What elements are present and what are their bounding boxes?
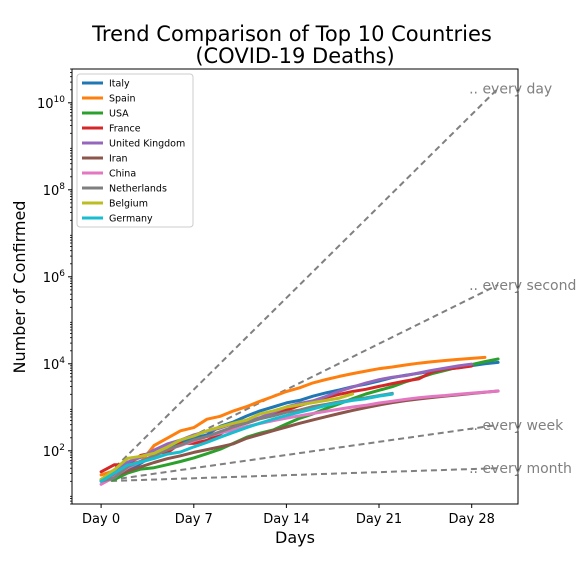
x-tick-label: Day 28 xyxy=(449,512,495,527)
reference-line-every-week xyxy=(100,423,499,483)
y-axis-label: Number of Confirmed xyxy=(10,201,29,374)
reference-label-every-week: .. every week xyxy=(469,418,564,434)
reference-labels: .. every day .. every second .. every week… xyxy=(469,81,576,477)
legend: Italy Spain USA France United Kingdom Iran Chi… xyxy=(76,73,194,228)
y-tick-label: 104 xyxy=(43,356,66,373)
y-tick-label: 102 xyxy=(43,443,65,460)
chart-subtitle: (COVID-19 Deaths) xyxy=(195,44,394,68)
x-tick-label: Day 0 xyxy=(82,512,120,527)
legend-label-spain: Spain xyxy=(109,94,136,105)
y-tick-label: 1010 xyxy=(37,95,65,112)
x-tick-label: Day 14 xyxy=(263,512,309,527)
legend-label-iran: Iran xyxy=(109,154,128,165)
reference-line-every-day xyxy=(100,87,499,483)
series-lines xyxy=(99,355,500,486)
legend-label-belgium: Belgium xyxy=(109,199,148,210)
reference-line-every-month xyxy=(101,467,499,483)
reference-label-every-month: .. every month xyxy=(469,461,572,477)
reference-label-every-second: .. every second xyxy=(469,278,576,294)
legend-label-united-kingdom: United Kingdom xyxy=(109,139,185,150)
series-line-belgium xyxy=(99,392,355,481)
legend-label-france: France xyxy=(109,124,141,135)
chart-title: Trend Comparison of Top 10 Countries xyxy=(91,22,492,46)
reference-label-every-day: .. every day xyxy=(469,81,552,97)
legend-label-china: China xyxy=(109,169,136,180)
series-line-germany xyxy=(99,392,394,483)
legend-label-usa: USA xyxy=(109,109,129,120)
y-axis-ticks: 102 104 106 108 1010 xyxy=(37,68,72,505)
x-tick-label: Day 21 xyxy=(356,512,402,527)
series-line-spain xyxy=(99,355,487,477)
x-axis-ticks: Day 0 Day 7 Day 14 Day 21 Day 28 xyxy=(82,504,495,527)
legend-label-italy: Italy xyxy=(109,79,130,90)
x-tick-label: Day 7 xyxy=(175,512,213,527)
legend-frame xyxy=(76,73,194,228)
series-line-usa xyxy=(99,357,500,482)
y-tick-label: 108 xyxy=(43,182,66,199)
legend-label-germany: Germany xyxy=(109,214,153,225)
legend-label-netherlands: Netherlands xyxy=(109,184,167,195)
x-axis-label: Days xyxy=(275,528,315,547)
y-tick-label: 106 xyxy=(43,269,66,286)
